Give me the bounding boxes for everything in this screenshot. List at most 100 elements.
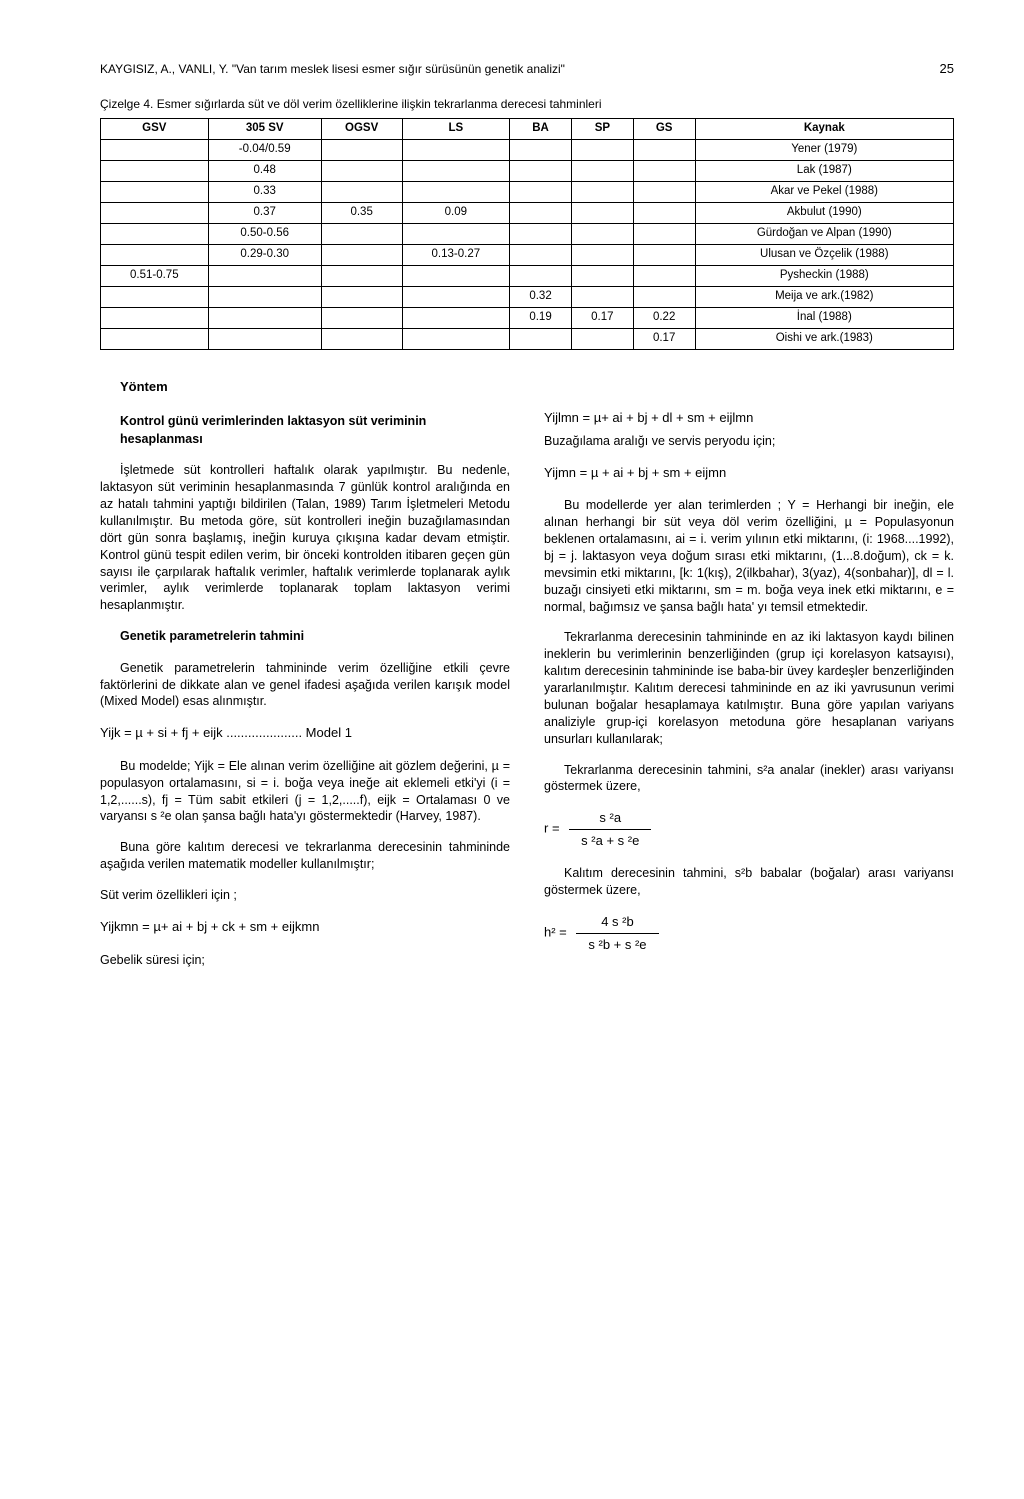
table-cell xyxy=(101,181,209,202)
table-cell xyxy=(321,244,402,265)
table-row: 0.17Oishi ve ark.(1983) xyxy=(101,328,954,349)
table-row: -0.04/0.59Yener (1979) xyxy=(101,139,954,160)
table-cell xyxy=(321,160,402,181)
table-cell xyxy=(510,328,572,349)
table-cell: İnal (1988) xyxy=(695,307,953,328)
running-head: KAYGISIZ, A., VANLI, Y. "Van tarım mesle… xyxy=(100,61,565,77)
equation-lhs: r = xyxy=(544,821,563,836)
table-cell: Lak (1987) xyxy=(695,160,953,181)
table-cell xyxy=(571,139,633,160)
paragraph: Tekrarlanma derecesinin tahmini, s²a ana… xyxy=(544,762,954,796)
equation-fraction: r = s ²a s ²a + s ²e xyxy=(544,809,954,849)
subsection-heading: Kontrol günü verimlerinden laktasyon süt… xyxy=(120,413,510,448)
table-cell xyxy=(510,160,572,181)
table-cell: 0.22 xyxy=(633,307,695,328)
table-cell: 0.37 xyxy=(208,202,321,223)
table-row: 0.190.170.22İnal (1988) xyxy=(101,307,954,328)
table-cell xyxy=(571,181,633,202)
table-cell: Akar ve Pekel (1988) xyxy=(695,181,953,202)
fraction-denominator: s ²a + s ²e xyxy=(569,830,651,850)
table-cell xyxy=(402,265,510,286)
table-cell xyxy=(208,328,321,349)
table-cell: 0.09 xyxy=(402,202,510,223)
page-number: 25 xyxy=(940,60,954,78)
table-caption: Çizelge 4. Esmer sığırlarda süt ve döl v… xyxy=(100,96,954,112)
fraction-numerator: s ²a xyxy=(569,809,651,830)
table-row: 0.29-0.300.13-0.27Ulusan ve Özçelik (198… xyxy=(101,244,954,265)
table-cell: 0.48 xyxy=(208,160,321,181)
table-header-cell: SP xyxy=(571,118,633,139)
equation-lhs: h² = xyxy=(544,925,570,940)
paragraph: Tekrarlanma derecesinin tahmininde en az… xyxy=(544,629,954,747)
table-cell xyxy=(402,286,510,307)
table-cell xyxy=(633,286,695,307)
table-row: 0.370.350.09 Akbulut (1990) xyxy=(101,202,954,223)
table-cell xyxy=(571,202,633,223)
equation: Yijmn = µ + ai + bj + sm + eijmn xyxy=(544,464,954,482)
table-cell xyxy=(321,286,402,307)
table-cell xyxy=(510,265,572,286)
table-cell xyxy=(208,286,321,307)
table-cell xyxy=(510,244,572,265)
table-cell xyxy=(101,139,209,160)
table-cell xyxy=(571,223,633,244)
table-cell: Akbulut (1990) xyxy=(695,202,953,223)
table-cell xyxy=(321,181,402,202)
table-cell xyxy=(101,160,209,181)
table-cell: 0.29-0.30 xyxy=(208,244,321,265)
data-table: GSV305 SVOGSVLSBASPGSKaynak -0.04/0.59Ye… xyxy=(100,118,954,350)
table-cell: Yener (1979) xyxy=(695,139,953,160)
table-cell: 0.19 xyxy=(510,307,572,328)
table-cell xyxy=(402,328,510,349)
table-cell xyxy=(402,223,510,244)
table-cell: 0.32 xyxy=(510,286,572,307)
paragraph: Bu modellerde yer alan terimlerden ; Y =… xyxy=(544,497,954,615)
table-cell: Meija ve ark.(1982) xyxy=(695,286,953,307)
table-cell xyxy=(571,244,633,265)
table-cell xyxy=(321,223,402,244)
table-cell xyxy=(510,139,572,160)
subsection-heading: Genetik parametrelerin tahmini xyxy=(120,628,510,646)
table-cell xyxy=(633,181,695,202)
table-cell xyxy=(321,328,402,349)
table-cell: Gürdoğan ve Alpan (1990) xyxy=(695,223,953,244)
table-cell xyxy=(402,139,510,160)
table-header-cell: LS xyxy=(402,118,510,139)
table-cell xyxy=(510,202,572,223)
table-cell: 0.33 xyxy=(208,181,321,202)
table-cell xyxy=(101,286,209,307)
table-header-cell: GS xyxy=(633,118,695,139)
table-cell xyxy=(101,328,209,349)
paragraph: Gebelik süresi için; xyxy=(100,952,510,969)
paragraph: Buzağılama aralığı ve servis peryodu içi… xyxy=(544,433,954,450)
table-cell xyxy=(101,244,209,265)
table-cell xyxy=(571,286,633,307)
table-cell: 0.13-0.27 xyxy=(402,244,510,265)
table-cell: 0.17 xyxy=(571,307,633,328)
table-cell xyxy=(402,307,510,328)
table-cell: 0.35 xyxy=(321,202,402,223)
table-row: 0.48 Lak (1987) xyxy=(101,160,954,181)
paragraph: Genetik parametrelerin tahmininde verim … xyxy=(100,660,510,711)
table-row: 0.51-0.75 Pysheckin (1988) xyxy=(101,265,954,286)
table-header-cell: BA xyxy=(510,118,572,139)
table-cell xyxy=(633,223,695,244)
table-cell xyxy=(571,160,633,181)
table-row: 0.50-0.56Gürdoğan ve Alpan (1990) xyxy=(101,223,954,244)
table-cell xyxy=(321,265,402,286)
table-cell xyxy=(402,160,510,181)
table-cell xyxy=(208,265,321,286)
table-cell xyxy=(633,244,695,265)
table-cell xyxy=(633,202,695,223)
table-header-cell: Kaynak xyxy=(695,118,953,139)
table-cell xyxy=(633,139,695,160)
table-cell: Oishi ve ark.(1983) xyxy=(695,328,953,349)
table-cell: 0.51-0.75 xyxy=(101,265,209,286)
table-cell xyxy=(402,181,510,202)
table-header-cell: 305 SV xyxy=(208,118,321,139)
table-cell xyxy=(633,265,695,286)
table-row: 0.32 Meija ve ark.(1982) xyxy=(101,286,954,307)
paragraph: İşletmede süt kontrolleri haftalık olara… xyxy=(100,462,510,614)
equation: Yijkmn = µ+ ai + bj + ck + sm + eijkmn xyxy=(100,918,510,936)
table-cell: Pysheckin (1988) xyxy=(695,265,953,286)
